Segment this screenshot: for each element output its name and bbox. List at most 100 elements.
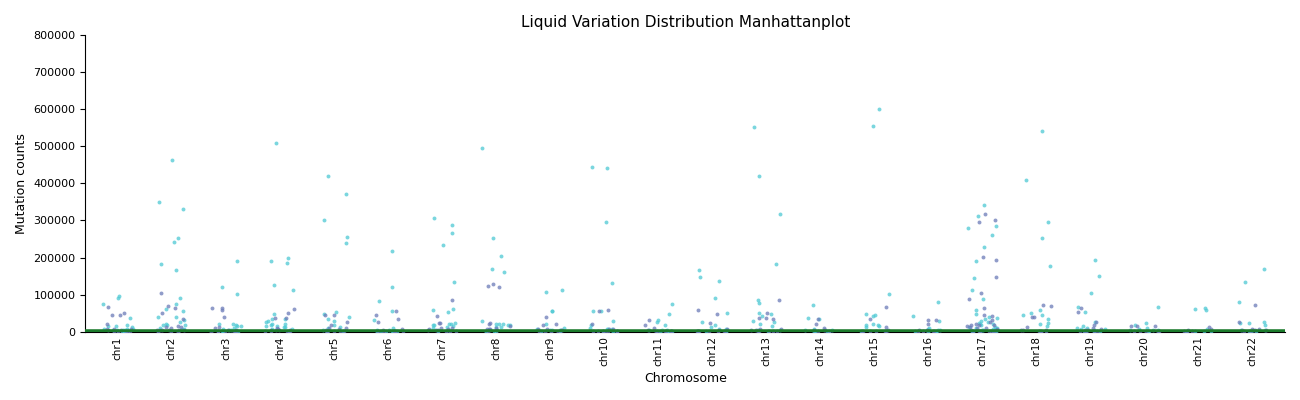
Point — [913, 328, 933, 334]
Point — [762, 316, 783, 322]
Point — [545, 321, 566, 327]
Point — [905, 328, 926, 334]
Point — [875, 328, 896, 334]
Point — [168, 328, 188, 335]
Point — [486, 321, 507, 328]
Point — [802, 302, 823, 308]
Point — [480, 326, 500, 332]
Point — [441, 320, 462, 327]
Point — [265, 315, 286, 321]
Point — [424, 322, 445, 328]
Point — [770, 326, 790, 332]
Point — [1031, 328, 1052, 335]
Point — [280, 326, 300, 333]
Point — [918, 326, 939, 332]
Point — [445, 320, 465, 326]
Point — [749, 310, 770, 316]
Point — [597, 326, 618, 332]
Point — [260, 328, 281, 334]
Point — [985, 257, 1006, 263]
Point — [536, 289, 556, 295]
Point — [313, 217, 334, 223]
Point — [384, 328, 404, 334]
Point — [437, 326, 458, 332]
Point — [928, 299, 949, 305]
Point — [970, 328, 991, 334]
Point — [266, 326, 287, 333]
Point — [762, 323, 783, 329]
Point — [822, 327, 842, 334]
Point — [974, 312, 995, 318]
Point — [1228, 299, 1249, 305]
Point — [985, 328, 1006, 334]
Point — [1030, 307, 1050, 314]
Point — [170, 324, 191, 330]
Point — [1248, 326, 1269, 333]
Point — [701, 323, 722, 330]
Point — [708, 327, 729, 334]
Point — [96, 326, 117, 332]
Point — [1076, 327, 1097, 334]
Point — [529, 328, 550, 334]
Point — [1017, 324, 1037, 330]
Point — [634, 322, 655, 328]
Point — [283, 306, 304, 312]
Point — [326, 308, 347, 315]
Point — [968, 219, 989, 225]
Point — [1121, 323, 1141, 329]
Point — [918, 324, 939, 331]
Point — [166, 313, 187, 320]
Point — [554, 325, 575, 331]
Point — [1075, 328, 1096, 335]
Point — [1084, 327, 1105, 334]
Point — [879, 291, 900, 297]
Point — [425, 326, 446, 333]
Point — [1089, 328, 1110, 334]
Point — [1031, 234, 1052, 241]
Point — [218, 326, 239, 333]
Point — [480, 327, 500, 333]
Point — [760, 311, 781, 318]
Point — [202, 328, 222, 335]
Point — [1031, 312, 1052, 319]
Point — [715, 328, 736, 334]
Point — [486, 327, 507, 334]
Point — [747, 328, 768, 334]
Point — [547, 328, 568, 335]
Point — [853, 328, 874, 334]
Point — [1184, 328, 1205, 334]
Point — [930, 318, 950, 324]
Point — [472, 144, 493, 151]
Point — [646, 328, 667, 335]
Point — [151, 261, 172, 267]
Point — [970, 322, 991, 328]
Point — [169, 327, 190, 333]
Point — [1136, 325, 1157, 332]
Point — [386, 328, 407, 334]
Point — [214, 328, 235, 334]
Point — [108, 292, 129, 299]
Point — [273, 324, 294, 330]
Point — [708, 326, 729, 332]
Point — [111, 327, 131, 333]
Point — [1013, 326, 1034, 333]
Point — [658, 328, 679, 335]
Point — [647, 317, 668, 323]
Point — [165, 304, 186, 311]
Point — [422, 325, 443, 331]
Point — [957, 225, 978, 231]
Point — [484, 328, 504, 334]
Point — [227, 328, 248, 334]
Point — [526, 326, 547, 332]
Point — [638, 327, 659, 334]
Point — [1040, 263, 1061, 269]
Point — [490, 253, 511, 259]
Point — [476, 326, 497, 332]
Point — [324, 312, 344, 318]
Point — [965, 307, 985, 314]
Point — [1239, 328, 1260, 334]
Point — [276, 259, 296, 266]
Point — [202, 304, 222, 311]
Point — [965, 320, 985, 327]
Point — [378, 327, 399, 333]
